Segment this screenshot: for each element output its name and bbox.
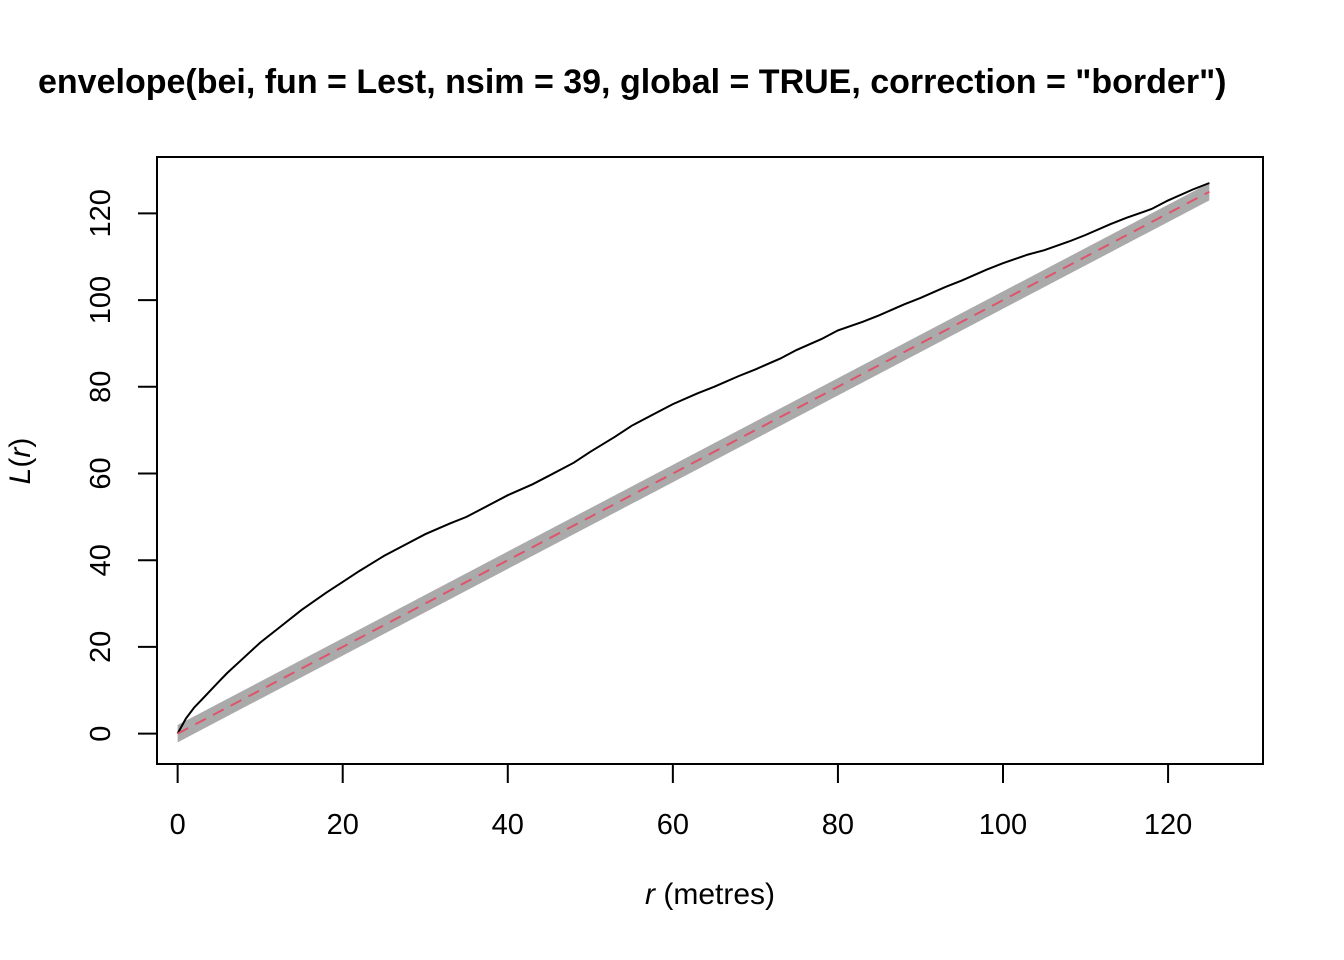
x-tick-label: 60 [657, 809, 689, 841]
y-tick-label: 80 [85, 371, 117, 403]
plot-frame [156, 156, 1264, 765]
y-tick-label: 100 [85, 276, 117, 324]
x-axis: 0 20 40 60 80 100 120 [170, 763, 1192, 841]
y-axis-label-close: ) [4, 438, 37, 448]
y-axis-label-open: ( [4, 458, 37, 468]
theoretical-line [177, 190, 1210, 735]
x-axis-label-var: r [645, 878, 656, 911]
y-tick-label: 120 [85, 189, 117, 237]
y-tick-label: 60 [85, 457, 117, 489]
x-axis-label: r (metres) [645, 878, 775, 911]
x-tick-label: 80 [822, 809, 854, 841]
y-axis-label-var: L [4, 468, 37, 485]
observed-line [176, 182, 1210, 735]
plot-region [176, 182, 1210, 743]
x-tick-label: 40 [492, 809, 524, 841]
x-tick-label: 120 [1144, 809, 1192, 841]
y-tick-label: 40 [85, 544, 117, 576]
chart-title: envelope(bei, fun = Lest, nsim = 39, glo… [38, 63, 1227, 101]
y-axis-label: L(r) [4, 438, 37, 485]
x-tick-label: 100 [979, 809, 1027, 841]
y-tick-label: 0 [85, 726, 117, 742]
y-axis: 0 20 40 60 80 100 120 [85, 189, 158, 742]
x-tick-label: 20 [327, 809, 359, 841]
x-tick-label: 0 [170, 809, 186, 841]
y-axis-label-arg: r [4, 447, 37, 458]
x-axis-label-unit: (metres) [655, 878, 775, 911]
y-tick-label: 20 [85, 631, 117, 663]
